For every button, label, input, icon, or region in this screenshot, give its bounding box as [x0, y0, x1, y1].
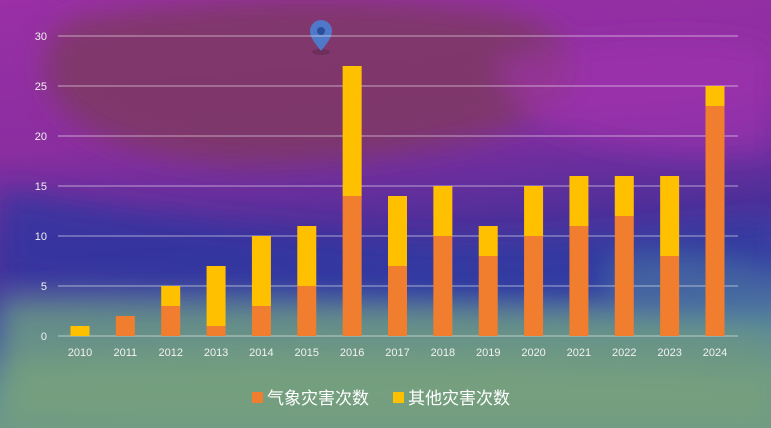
bar-other-2016 — [342, 66, 362, 196]
legend-label: 其他灾害次数 — [408, 389, 510, 409]
legend-swatch — [393, 392, 404, 403]
y-axis-ticks: 0 5 10 15 20 25 30 — [35, 31, 47, 343]
bar-meteorological-2011 — [115, 316, 135, 336]
bar-meteorological-2022 — [614, 216, 634, 336]
x-tick-label: 2019 — [476, 347, 500, 359]
x-tick-label: 2018 — [431, 347, 455, 359]
bar-meteorological-2015 — [297, 286, 317, 336]
y-tick-label: 10 — [35, 231, 47, 243]
y-tick-label: 15 — [35, 181, 47, 193]
legend: 气象灾害次数 其他灾害次数 — [252, 389, 510, 409]
bar-other-2019 — [478, 226, 498, 256]
x-tick-label: 2016 — [340, 347, 364, 359]
x-tick-label: 2021 — [567, 347, 591, 359]
bar-other-2021 — [569, 176, 589, 226]
x-axis-ticks: 2010 2011 2012 2013 2014 2015 2016 2017 2018 2019… — [68, 347, 727, 359]
bar-meteorological-2021 — [569, 226, 589, 336]
x-tick-label: 2015 — [295, 347, 319, 359]
x-tick-label: 2011 — [114, 347, 138, 359]
x-tick-label: 2022 — [612, 347, 636, 359]
bar-other-2013 — [206, 266, 226, 326]
y-tick-label: 30 — [35, 31, 47, 43]
legend-label: 气象灾害次数 — [267, 389, 369, 409]
y-tick-label: 5 — [41, 281, 47, 293]
bar-meteorological-2019 — [478, 256, 498, 336]
x-tick-label: 2012 — [158, 347, 182, 359]
bars — [70, 66, 725, 336]
bar-meteorological-2012 — [161, 306, 181, 336]
bar-other-2022 — [614, 176, 634, 216]
bar-meteorological-2014 — [251, 306, 271, 336]
bar-other-2018 — [433, 186, 453, 236]
x-tick-label: 2013 — [204, 347, 228, 359]
bar-other-2024 — [705, 86, 725, 106]
bar-meteorological-2024 — [705, 106, 725, 336]
bar-other-2023 — [660, 176, 680, 256]
bar-other-2014 — [251, 236, 271, 306]
bar-other-2010 — [70, 326, 90, 336]
x-tick-label: 2014 — [249, 347, 273, 359]
bar-meteorological-2013 — [206, 326, 226, 336]
bar-meteorological-2016 — [342, 196, 362, 336]
bar-meteorological-2020 — [524, 236, 544, 336]
bar-meteorological-2018 — [433, 236, 453, 336]
y-tick-label: 20 — [35, 131, 47, 143]
bar-other-2017 — [388, 196, 407, 266]
legend-swatch — [252, 392, 263, 403]
x-tick-label: 2024 — [703, 347, 727, 359]
y-tick-label: 25 — [35, 81, 47, 93]
x-tick-label: 2023 — [657, 347, 681, 359]
x-tick-label: 2017 — [385, 347, 409, 359]
bar-other-2015 — [297, 226, 317, 286]
bar-other-2012 — [161, 286, 181, 306]
bar-other-2020 — [524, 186, 544, 236]
x-tick-label: 2020 — [521, 347, 545, 359]
bar-meteorological-2023 — [660, 256, 680, 336]
y-tick-label: 0 — [41, 331, 47, 343]
x-tick-label: 2010 — [68, 347, 92, 359]
bar-meteorological-2017 — [388, 266, 407, 336]
